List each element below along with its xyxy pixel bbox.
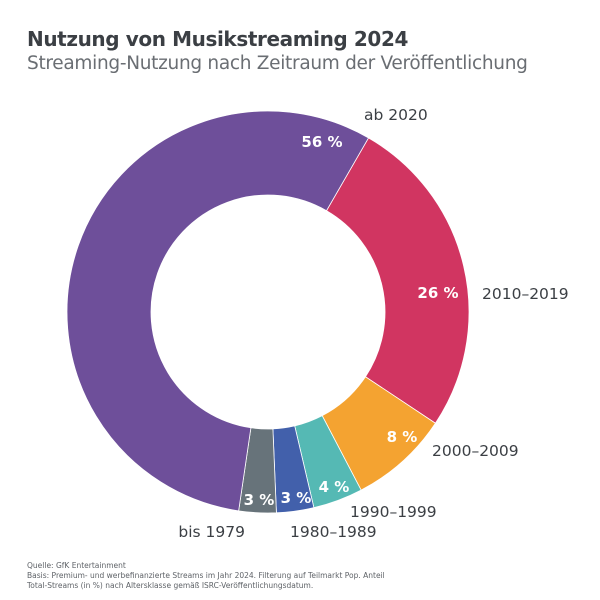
category-label: bis 1979 (178, 523, 245, 541)
chart-title: Nutzung von Musikstreaming 2024 (27, 27, 408, 51)
value-label: 26 % (417, 284, 458, 302)
category-label: 2010–2019 (482, 285, 569, 303)
value-label: 4 % (319, 478, 350, 496)
donut-slice-ab-2020 (66, 110, 370, 512)
category-label: ab 2020 (364, 106, 428, 124)
basis-note-line-1: Basis: Premium- und werbefinanzierte Str… (27, 571, 385, 580)
value-label: 8 % (387, 428, 418, 446)
donut-slice-2010-2019 (325, 137, 470, 424)
category-label: 1980–1989 (290, 523, 377, 541)
chart-subtitle: Streaming-Nutzung nach Zeitraum der Verö… (27, 53, 528, 74)
category-label: 2000–2009 (432, 442, 519, 460)
chart-footer: Quelle: GfK Entertainment Basis: Premium… (27, 561, 385, 591)
value-label: 3 % (244, 491, 275, 509)
value-label: 3 % (281, 489, 312, 507)
basis-note-line-2: Total-Streams (in %) nach Altersklasse g… (27, 581, 314, 590)
category-label: 1990–1999 (350, 503, 437, 521)
source-note: Quelle: GfK Entertainment (27, 561, 126, 570)
value-label: 56 % (301, 133, 342, 151)
